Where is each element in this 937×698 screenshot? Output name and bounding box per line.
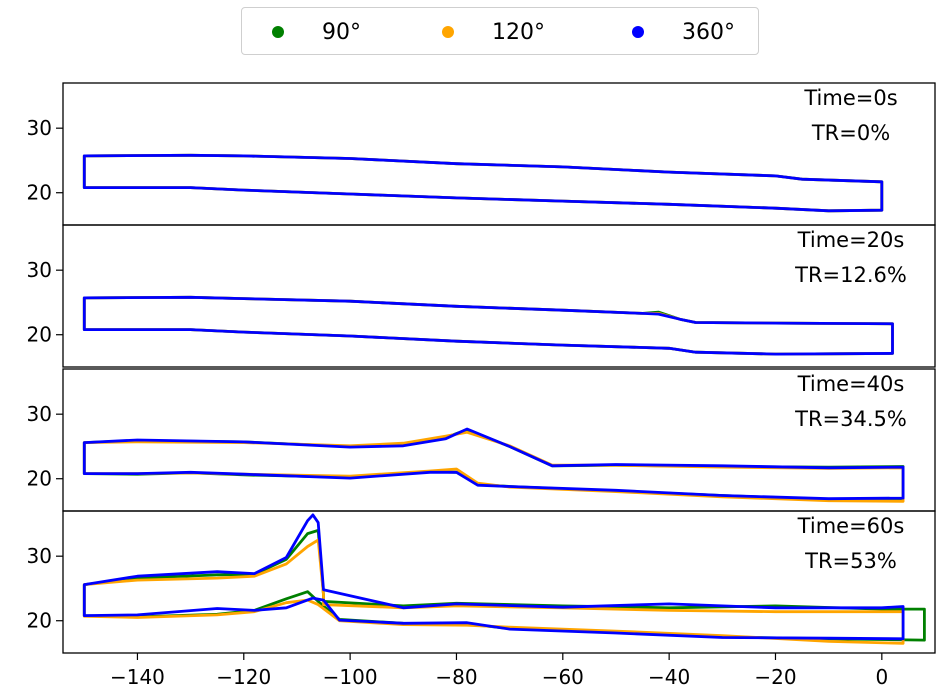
panel-2-annotation-0: Time=40s (797, 372, 905, 396)
panel-1-series-360deg (82, 295, 894, 356)
legend-item-360: 360° (632, 8, 735, 56)
panel-3-series-90deg (82, 529, 926, 642)
panel-1-series-90deg (82, 295, 894, 356)
panel-0-series-360deg (82, 153, 884, 213)
panel-1-annotation-0: Time=20s (797, 228, 905, 252)
panel-0-ytick-label-30: 30 (27, 116, 52, 140)
panel-2-ytick-label-20: 20 (27, 467, 52, 491)
xtick-label--40: −40 (648, 665, 690, 689)
panel-1-annotation-1: TR=12.6% (794, 263, 907, 287)
legend-label-120: 120° (492, 19, 545, 45)
panel-3-series-360deg (82, 513, 905, 641)
panel-3-annotation-1: TR=53% (804, 549, 897, 573)
xtick-label--60: −60 (542, 665, 584, 689)
legend-item-90: 90° (272, 8, 361, 56)
xtick-label--20: −20 (754, 665, 796, 689)
panel-0-annotation-1: TR=0% (811, 121, 890, 145)
legend-item-120: 120° (442, 8, 545, 56)
xtick-label--80: −80 (435, 665, 477, 689)
panel-2-ytick-label-30: 30 (27, 402, 52, 426)
xtick-label--140: −140 (110, 665, 165, 689)
panel-1-frame (62, 224, 936, 368)
panel-2-series-360deg (82, 427, 905, 501)
xtick-label--120: −120 (216, 665, 271, 689)
panel-1-ytick-label-20: 20 (27, 323, 52, 347)
chart-legend: 90° 120° 360° (241, 7, 759, 55)
legend-label-360: 360° (682, 19, 735, 45)
panel-0-ytick-label-20: 20 (27, 181, 52, 205)
panel-2-annotation-1: TR=34.5% (794, 407, 907, 431)
legend-marker-120 (442, 26, 454, 38)
panel-3-ytick-label-20: 20 (27, 609, 52, 633)
panel-3-frame (62, 510, 936, 654)
xtick-label--100: −100 (323, 665, 378, 689)
xtick-label-0: 0 (875, 665, 888, 689)
legend-marker-90 (272, 26, 284, 38)
panel-1-ytick-label-30: 30 (27, 258, 52, 282)
panel-0-annotation-0: Time=0s (803, 86, 897, 110)
panel-3-annotation-0: Time=60s (797, 514, 905, 538)
legend-marker-360 (632, 26, 644, 38)
legend-label-90: 90° (322, 19, 361, 45)
panel-3-ytick-label-30: 30 (27, 544, 52, 568)
panel-1-series-120deg (82, 295, 894, 356)
